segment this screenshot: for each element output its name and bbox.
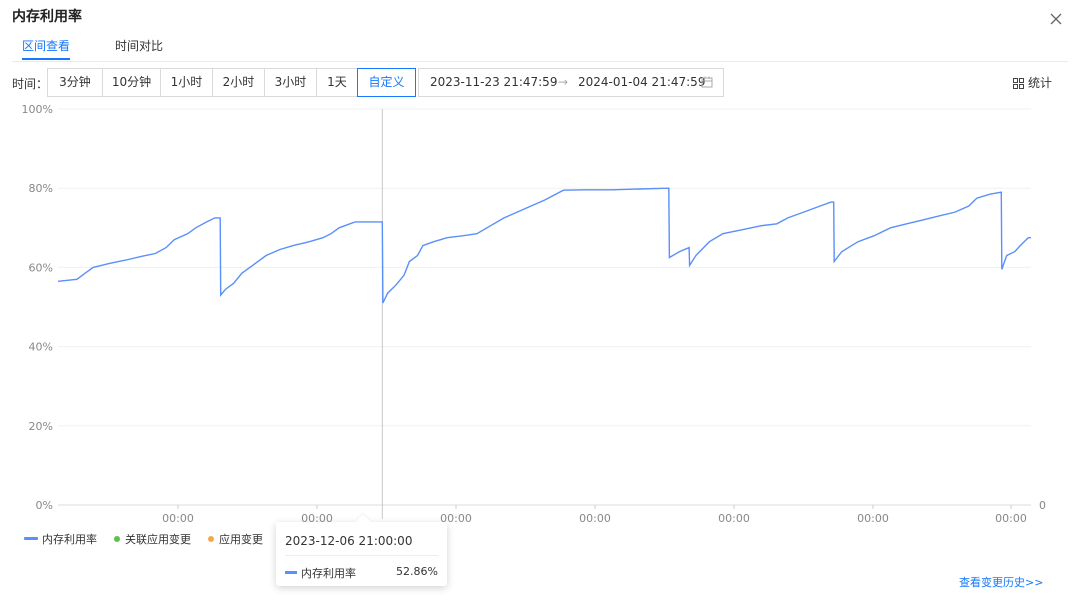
range-1d-button[interactable]: 1天 [316,68,358,97]
close-icon[interactable] [1047,10,1065,28]
legend-label: 内存利用率 [42,533,97,546]
y-tick-label: 100% [22,103,53,116]
chart-grid [58,108,1031,506]
x-tick-label: 00:00 [995,512,1027,525]
legend-line-swatch [24,537,38,540]
series-line-memory-usage [57,187,1031,304]
date-range-picker[interactable]: 2023-11-23 21:47:59 → 2024-01-04 21:47:5… [418,68,724,97]
y-tick-label: 0% [36,499,53,512]
tooltip-divider [285,555,438,556]
start-date-input[interactable]: 2023-11-23 21:47:59 [430,75,558,89]
x-tick-label: 00:00 [162,512,194,525]
time-label: 时间： [12,77,49,91]
time-range-selector: 3分钟 10分钟 1小时 2小时 3小时 1天 自定义 [47,68,416,97]
end-date-input[interactable]: 2024-01-04 21:47:59 [578,75,706,89]
legend-label: 应用变更 [219,533,263,546]
tooltip-series-label: 内存利用率 [301,567,356,580]
x-axis-ticks: 00:00 00:00 00:00 00:00 00:00 00:00 00:00 [162,505,1027,525]
range-10min-button[interactable]: 10分钟 [102,68,161,97]
view-change-history-link[interactable]: 查看变更历史>> [959,576,1044,589]
x-tick-label: 00:00 [857,512,889,525]
legend-item-related-app-change[interactable]: 关联应用变更 [114,531,191,547]
range-2h-button[interactable]: 2小时 [212,68,265,97]
legend-dot-green [114,536,120,542]
tab-divider [12,61,1068,62]
statistics-label: 统计 [1028,76,1053,90]
y-tick-label: 20% [29,420,53,433]
statistics-button[interactable]: 统计 [1013,74,1052,91]
right-axis-label: 0 [1039,499,1046,512]
y-tick-label: 40% [29,341,53,354]
x-tick-label: 00:00 [579,512,611,525]
range-1h-button[interactable]: 1小时 [160,68,213,97]
legend-label: 关联应用变更 [125,533,191,546]
tooltip-series-name: 内存利用率 [285,565,356,581]
range-arrow: → [558,75,569,89]
y-tick-label: 80% [29,182,53,195]
range-3min-button[interactable]: 3分钟 [47,68,103,97]
grid-icon [1013,78,1024,89]
page-title: 内存利用率 [12,9,82,25]
range-custom-button[interactable]: 自定义 [357,68,416,97]
tooltip-value: 52.86% [396,565,438,578]
calendar-icon[interactable] [701,76,713,88]
tooltip-line-swatch [285,571,297,574]
legend-item-memory[interactable]: 内存利用率 [24,531,97,547]
chart-tooltip: 2023-12-06 21:00:00 内存利用率 52.86% [276,522,447,586]
tab-range-view[interactable]: 区间查看 [22,36,71,60]
x-tick-label: 00:00 [440,512,472,525]
legend-dot-orange [208,536,214,542]
range-3h-button[interactable]: 3小时 [264,68,317,97]
y-tick-label: 60% [29,261,53,274]
legend-item-app-change[interactable]: 应用变更 [208,531,263,547]
tab-time-compare[interactable]: 时间对比 [115,39,164,53]
y-axis-ticks: 100% 80% 60% 40% 20% 0% 0 [22,103,1046,512]
x-tick-label: 00:00 [718,512,750,525]
tooltip-date: 2023-12-06 21:00:00 [285,534,413,548]
